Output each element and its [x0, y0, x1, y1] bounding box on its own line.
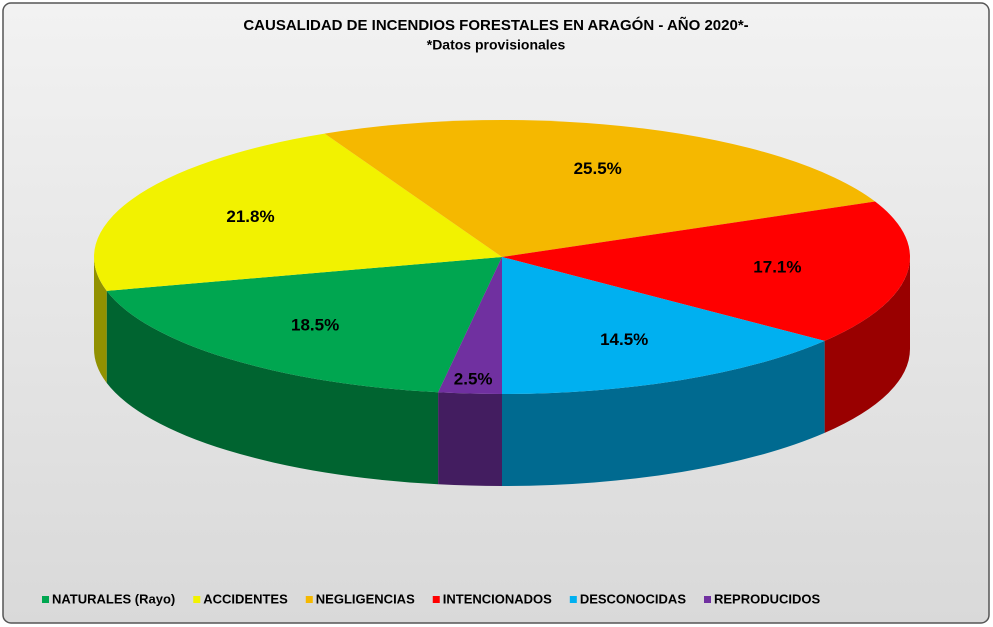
legend-swatch — [704, 596, 711, 603]
data-label: 25.5% — [574, 159, 622, 178]
data-label: 18.5% — [291, 315, 339, 334]
legend-swatch — [305, 596, 313, 603]
slice-side — [502, 340, 825, 486]
legend-label: REPRODUCIDOS — [714, 591, 821, 606]
slice — [94, 133, 502, 291]
legend-swatch — [42, 596, 49, 603]
data-label: 14.5% — [600, 330, 648, 349]
data-label: 2.5% — [454, 369, 493, 388]
slice — [106, 257, 503, 393]
slice-side — [824, 257, 910, 433]
slice-side — [106, 290, 439, 485]
legend-swatch — [432, 596, 440, 603]
legend-label: DESCONOCIDAS — [580, 591, 687, 606]
legend: NATURALES (Rayo) ACCIDENTES NEGLIGENCIAS IN… — [42, 591, 821, 606]
slice — [438, 257, 502, 394]
data-label: 21.8% — [226, 207, 274, 226]
pie: 18.5% 21.8% 25.5% 17.1% 14.5% 2.5% — [94, 120, 911, 486]
slice-side — [94, 257, 107, 383]
legend-swatch — [193, 596, 201, 603]
legend-label: ACCIDENTES — [203, 591, 288, 606]
slice-side — [438, 392, 502, 486]
slice — [502, 201, 911, 341]
data-label: 17.1% — [753, 258, 801, 277]
slice — [324, 120, 876, 257]
legend-label: NEGLIGENCIAS — [316, 591, 415, 606]
legend-label: INTENCIONADOS — [443, 591, 552, 606]
chart-title: CAUSALIDAD DE INCENDIOS FORESTALES EN AR… — [243, 16, 748, 34]
legend-label: NATURALES (Rayo) — [52, 591, 175, 606]
chart-subtitle: *Datos provisionales — [427, 37, 566, 53]
legend-swatch — [569, 596, 577, 603]
slice — [502, 257, 825, 394]
